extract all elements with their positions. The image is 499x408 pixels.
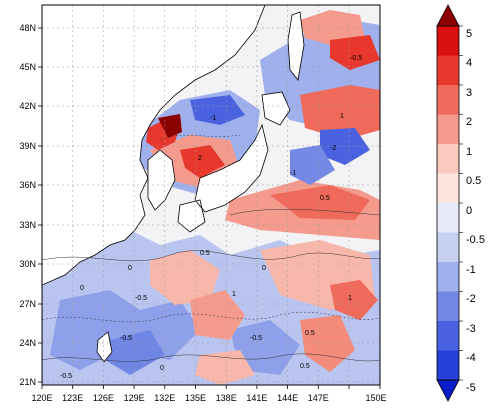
lat-tick-label: 36N xyxy=(19,180,36,190)
colorbar-label: 3 xyxy=(466,87,472,99)
lon-tick-label: 135E xyxy=(185,393,206,403)
colorbar-segment xyxy=(437,114,459,144)
lat-tick-label: 27N xyxy=(19,299,36,309)
contour-label: 0.5 xyxy=(320,195,330,202)
lat-tick-label: 39N xyxy=(19,141,36,151)
contour-label: 1 xyxy=(232,291,236,298)
axis-ticks xyxy=(38,27,381,389)
lon-tick-label: 126E xyxy=(93,393,114,403)
map-frame xyxy=(41,4,381,386)
lon-tick-label: 132E xyxy=(154,393,175,403)
contour-label: 1 xyxy=(348,295,352,302)
contour-label: 0 xyxy=(80,285,84,292)
colorbar-label: 4 xyxy=(466,57,472,69)
lon-tick-label: 138E xyxy=(216,393,237,403)
colorbar-segment xyxy=(437,203,459,233)
anomaly-field: 0 0.5 -0.5 1 -1 2 -2 -0.5 0.5 0 0.5 -0.5… xyxy=(42,5,380,385)
lat-tick-label: 45N xyxy=(19,62,36,72)
colorbar-segment xyxy=(437,85,459,115)
contour-label: 0.5 xyxy=(200,250,210,257)
colorbar-bottom-arrow xyxy=(436,379,460,402)
contour-label: -2 xyxy=(330,145,336,152)
contour-label: 0.5 xyxy=(300,363,310,370)
lat-tick-label: 30N xyxy=(19,259,36,269)
contour-labels: 0 0.5 -0.5 1 -1 2 -2 -0.5 0.5 0 0.5 -0.5… xyxy=(60,55,362,380)
lon-tick-label: 144E xyxy=(277,393,298,403)
colorbar-segment xyxy=(437,26,459,56)
contour-label: -0.5 xyxy=(135,295,147,302)
colorbar-segment xyxy=(437,232,459,262)
lon-tick-label: 120E xyxy=(31,393,52,403)
lat-tick-label: 24N xyxy=(19,338,36,348)
colorbar-segment xyxy=(437,350,459,380)
colorbar-label: 2 xyxy=(466,116,472,128)
colorbar-label: 5 xyxy=(466,28,472,40)
colorbar-label: -2 xyxy=(466,293,476,305)
longitude-labels: 120E 123E 126E 129E 132E 135E 138E 141E … xyxy=(31,393,386,403)
lat-tick-label: 48N xyxy=(19,23,36,33)
latitude-labels: 48N 45N 42N 39N 36N 33N 30N 27N 24N 21N xyxy=(19,23,36,387)
contour-label: -1 xyxy=(210,115,216,122)
lon-tick-label: 147E xyxy=(308,393,329,403)
colorbar-label: 0.5 xyxy=(466,175,481,187)
lat-tick-label: 21N xyxy=(19,377,36,387)
colorbar-segment xyxy=(437,144,459,174)
lon-tick-label: 129E xyxy=(124,393,145,403)
lat-tick-label: 42N xyxy=(19,101,36,111)
contour-label: 0 xyxy=(128,265,132,272)
contour-label: -0.5 xyxy=(120,335,132,342)
contour-label: 0.5 xyxy=(305,330,315,337)
colorbar-label: -1 xyxy=(466,264,476,276)
lon-tick-label: 150E xyxy=(365,393,386,403)
contour-label: -0.5 xyxy=(350,55,362,62)
gridlines xyxy=(42,5,380,385)
colorbar-segment xyxy=(437,262,459,292)
lon-tick-label: 141E xyxy=(246,393,267,403)
lon-tick-label: 123E xyxy=(62,393,83,403)
contour-label: 0 xyxy=(262,265,266,272)
colorbar-segment xyxy=(437,291,459,321)
colorbar-top-arrow xyxy=(436,4,460,27)
colorbar-segment xyxy=(437,321,459,351)
colorbar-label: -4 xyxy=(466,352,476,364)
contour-label: 2 xyxy=(198,155,202,162)
lat-tick-label: 33N xyxy=(19,220,36,230)
colorbar-label: -5 xyxy=(466,382,476,394)
colorbar-label: 1 xyxy=(466,146,472,158)
contour-label: 1 xyxy=(340,113,344,120)
contour-label: -0.5 xyxy=(60,373,72,380)
colorbar-label: -0.5 xyxy=(466,234,485,246)
contour-label: 0 xyxy=(160,365,164,372)
colorbar-label: -3 xyxy=(466,323,476,335)
colorbar: 5 4 3 2 1 0.5 0 -0.5 -1 -2 -3 -4 -5 xyxy=(436,4,485,402)
colorbar-label: 0 xyxy=(466,205,472,217)
colorbar-segment xyxy=(437,173,459,203)
contour-label: -0.5 xyxy=(250,335,262,342)
colorbar-segment xyxy=(437,55,459,85)
contour-label: -1 xyxy=(290,170,296,177)
